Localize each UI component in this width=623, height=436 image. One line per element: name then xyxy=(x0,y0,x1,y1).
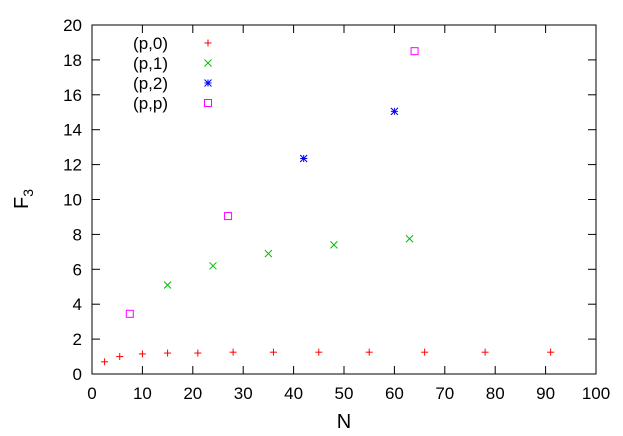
y-tick-label: 0 xyxy=(73,365,82,384)
x-tick-label: 70 xyxy=(435,384,454,403)
x-tick-labels: 0 10 20 30 40 50 60 70 80 90 100 xyxy=(87,384,610,403)
data-point xyxy=(410,47,419,56)
data-point xyxy=(330,241,338,249)
x-tick-label: 50 xyxy=(335,384,354,403)
series-2 xyxy=(299,107,399,163)
x-tick-label: 30 xyxy=(234,384,253,403)
x-tick-label: 20 xyxy=(183,384,202,403)
data-point xyxy=(481,348,489,356)
y-tick-label: 6 xyxy=(73,260,82,279)
data-point xyxy=(224,212,233,221)
x-tick-label: 60 xyxy=(385,384,404,403)
data-point xyxy=(229,348,237,356)
x-tick-label: 0 xyxy=(87,384,96,403)
y-axis-label-subscript: 3 xyxy=(20,189,36,197)
data-point xyxy=(299,154,308,163)
data-point xyxy=(405,234,414,243)
data-point xyxy=(264,249,273,258)
legend-label: (p,2) xyxy=(133,74,168,93)
data-point xyxy=(138,350,146,358)
legend-marker xyxy=(204,59,212,67)
data-points xyxy=(101,47,555,366)
data-point xyxy=(209,261,217,270)
y-tick-labels: 0 2 4 6 8 10 12 14 16 18 20 xyxy=(63,16,82,384)
legend-marker xyxy=(204,79,212,87)
data-point xyxy=(164,349,172,357)
data-point xyxy=(547,348,555,356)
legend: (p,0)(p,1)(p,2)(p,p) xyxy=(133,34,212,113)
legend-marker xyxy=(204,39,212,47)
y-tick-label: 20 xyxy=(63,16,82,35)
legend-label: (p,0) xyxy=(133,34,168,53)
data-point xyxy=(269,348,277,356)
data-point xyxy=(116,353,124,361)
data-point xyxy=(421,348,429,356)
x-tick-label: 100 xyxy=(582,384,610,403)
axis-ticks xyxy=(91,24,597,375)
y-tick-label: 18 xyxy=(63,51,82,70)
data-point xyxy=(101,358,109,366)
legend-label: (p,1) xyxy=(133,54,168,73)
y-tick-label: 2 xyxy=(73,330,82,349)
data-point xyxy=(125,309,134,318)
x-tick-label: 80 xyxy=(486,384,505,403)
x-tick-label: 90 xyxy=(536,384,555,403)
legend-marker xyxy=(204,99,212,107)
y-tick-label: 14 xyxy=(63,121,82,140)
y-tick-label: 10 xyxy=(63,191,82,210)
data-point xyxy=(163,281,172,289)
series-1 xyxy=(163,234,414,289)
data-point xyxy=(194,349,202,357)
series-3 xyxy=(125,47,419,318)
series-0 xyxy=(101,348,555,366)
y-tick-label: 16 xyxy=(63,86,82,105)
data-point xyxy=(365,348,373,356)
y-tick-label: 12 xyxy=(63,156,82,175)
data-point xyxy=(390,107,399,116)
x-axis-label: N xyxy=(337,411,351,433)
y-axis-label: F3 xyxy=(11,189,36,209)
y-axis-label-main: F xyxy=(11,197,33,209)
y-tick-label: 8 xyxy=(73,225,82,244)
data-point xyxy=(315,348,323,356)
x-tick-label: 10 xyxy=(133,384,152,403)
x-tick-label: 40 xyxy=(284,384,303,403)
legend-label: (p,p) xyxy=(133,94,168,113)
y-tick-label: 4 xyxy=(73,295,82,314)
